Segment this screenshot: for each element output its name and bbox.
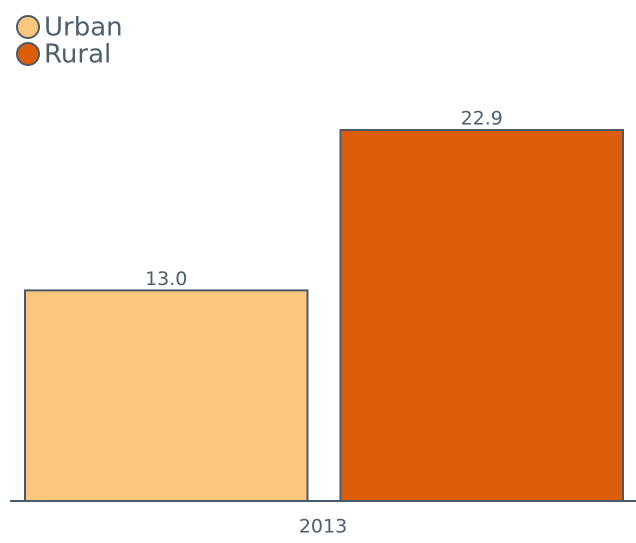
legend-swatch (16, 15, 40, 39)
bar (339, 129, 624, 503)
value-label: 22.9 (461, 108, 503, 130)
bar (24, 289, 309, 502)
legend-label: Rural (44, 40, 111, 70)
legend-swatch (16, 42, 40, 66)
legend-label: Urban (44, 13, 123, 43)
value-label: 13.0 (145, 268, 187, 290)
x-tick-label: 2013 (299, 516, 347, 538)
